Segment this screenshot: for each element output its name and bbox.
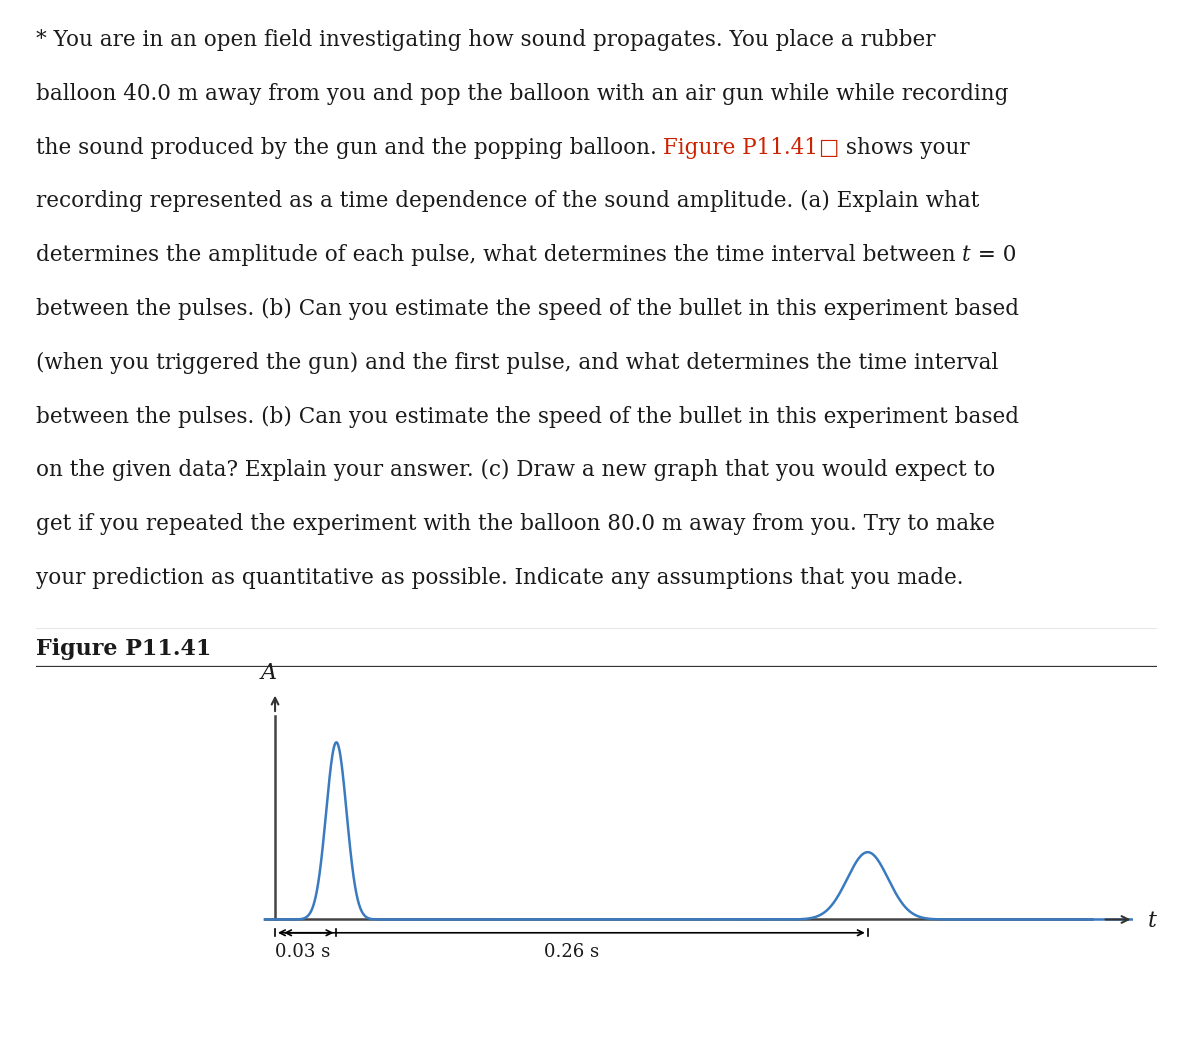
Text: on the given data? Explain your answer. (c) Draw a new graph that you would expe: on the given data? Explain your answer. … — [36, 459, 995, 482]
Text: (when you triggered the gun) and the first pulse, and what determines the time i: (when you triggered the gun) and the fir… — [36, 352, 999, 374]
Text: t: t — [963, 244, 971, 266]
Text: Figure P11.41: Figure P11.41 — [663, 136, 818, 158]
Text: between the pulses. (b) Can you estimate the speed of the bullet in this experim: between the pulses. (b) Can you estimate… — [36, 298, 1019, 320]
Text: 0.03 s: 0.03 s — [276, 944, 330, 961]
Text: your prediction as quantitative as possible. Indicate any assumptions that you m: your prediction as quantitative as possi… — [36, 567, 963, 589]
Text: shows your: shows your — [839, 136, 969, 158]
Text: Figure P11.41: Figure P11.41 — [36, 638, 211, 660]
Text: balloon 40.0 m away from you and pop the balloon with an air gun while while rec: balloon 40.0 m away from you and pop the… — [36, 83, 1008, 105]
Text: A: A — [261, 662, 277, 684]
Text: the sound produced by the gun and the popping balloon.: the sound produced by the gun and the po… — [36, 136, 663, 158]
Text: □: □ — [818, 136, 839, 158]
Text: recording represented as a time dependence of the sound amplitude. (a) Explain w: recording represented as a time dependen… — [36, 190, 979, 213]
Text: determines the amplitude of each pulse, what determines the time interval betwee: determines the amplitude of each pulse, … — [36, 244, 963, 266]
Text: between the pulses. (b) Can you estimate the speed of the bullet in this experim: between the pulses. (b) Can you estimate… — [36, 405, 1019, 427]
Text: * You are in an open field investigating how sound propagates. You place a rubbe: * You are in an open field investigating… — [36, 29, 935, 51]
Text: 0.26 s: 0.26 s — [544, 944, 599, 961]
Text: get if you repeated the experiment with the balloon 80.0 m away from you. Try to: get if you repeated the experiment with … — [36, 513, 995, 535]
Text: t: t — [1148, 910, 1157, 932]
Text: = 0: = 0 — [971, 244, 1016, 266]
